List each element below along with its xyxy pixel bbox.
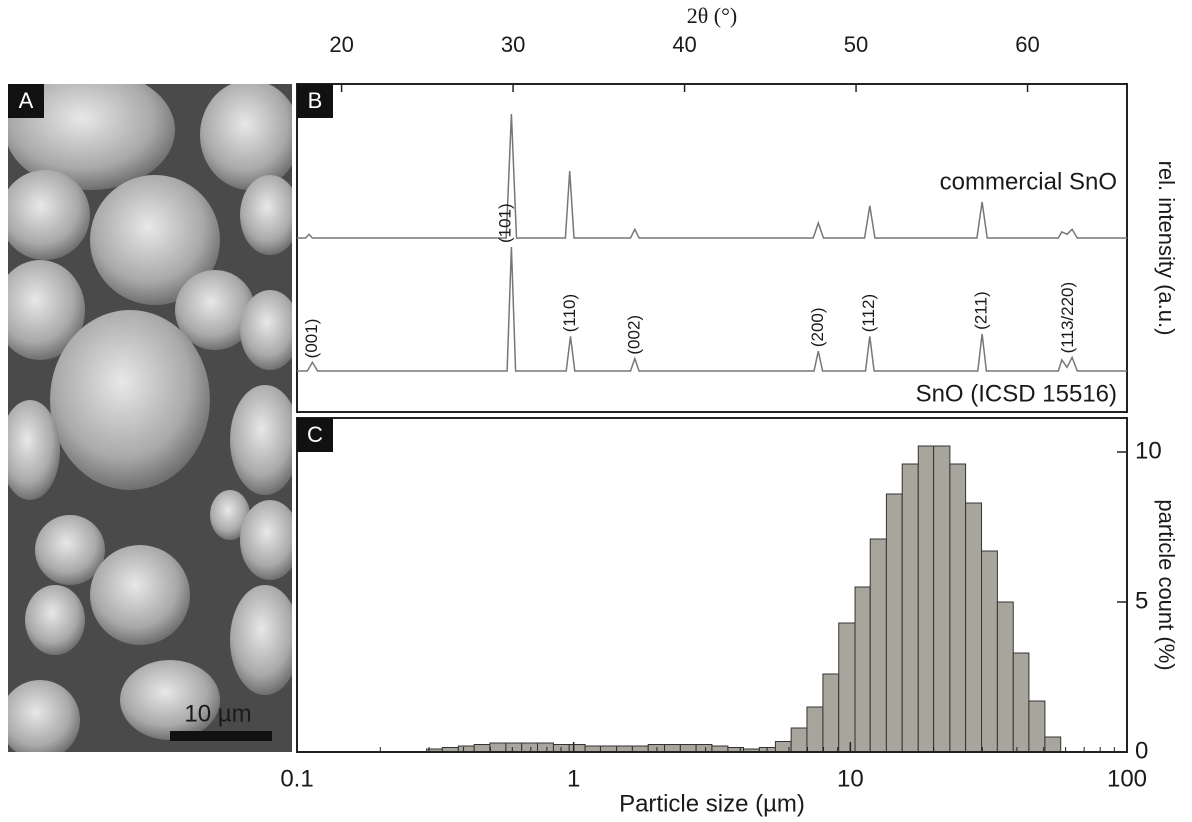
x-tick-label: 0.1 <box>280 765 313 792</box>
histogram-bar <box>886 494 902 752</box>
panel-label: B <box>308 88 323 113</box>
histogram-bar <box>1013 653 1029 752</box>
histogram-bar <box>823 674 839 752</box>
y-tick-label: 0 <box>1135 737 1148 764</box>
x-tick-label: 1 <box>567 765 580 792</box>
histogram-bar <box>522 743 538 752</box>
x-axis-title: 2θ (°) <box>687 3 738 28</box>
histogram-bar <box>665 745 681 753</box>
x-tick-label: 40 <box>672 32 696 57</box>
peak-label: (101) <box>496 203 515 243</box>
x-tick-label: 10 <box>837 765 864 792</box>
plot-frame <box>297 84 1127 412</box>
histogram-bar <box>569 745 585 753</box>
histogram-bar <box>950 464 966 752</box>
panel-label: A <box>19 88 34 113</box>
y-axis-title: rel. intensity (a.u.) <box>1154 161 1179 336</box>
peak-label: (112) <box>859 294 878 332</box>
peak-label: (002) <box>624 315 643 355</box>
peak-label: (200) <box>808 307 827 347</box>
histogram-bar <box>1045 737 1061 752</box>
peak-label: (113/220) <box>1058 282 1077 354</box>
histogram-bar <box>1029 701 1045 752</box>
x-tick-label: 30 <box>501 32 525 57</box>
figure: 10 µm A 20304050602θ (°)rel. intensity (… <box>0 0 1192 822</box>
y-axis-title: particle count (%) <box>1154 499 1179 670</box>
xrd-line <box>297 247 1127 371</box>
histogram-bar <box>839 623 855 752</box>
histogram-bar <box>537 743 553 752</box>
histogram-bar <box>490 743 506 752</box>
histogram-bar <box>648 745 664 753</box>
histogram-bar <box>696 745 712 753</box>
histogram-bar <box>791 728 807 752</box>
scale-bar-label: 10 µm <box>184 700 251 727</box>
histogram-bar <box>474 745 490 753</box>
histogram-bar <box>982 551 998 752</box>
peak-label: (001) <box>302 319 321 359</box>
histogram-bar <box>870 539 886 752</box>
histogram-bar <box>918 446 933 752</box>
histogram-bar <box>680 745 696 753</box>
histogram-bar <box>934 446 950 752</box>
y-tick-label: 5 <box>1135 587 1148 614</box>
x-tick-label: 50 <box>844 32 868 57</box>
histogram-bar <box>807 707 823 752</box>
x-tick-label: 20 <box>329 32 353 57</box>
peak-label: (110) <box>560 294 579 332</box>
histogram-bar <box>997 602 1013 752</box>
sem-image: 10 µm A <box>0 70 300 760</box>
histogram-bar <box>966 503 982 752</box>
histogram-bar <box>855 587 870 752</box>
series-label: SnO (ICSD 15516) <box>916 380 1117 407</box>
peak-label: (211) <box>972 291 991 329</box>
panel-label: C <box>307 422 323 447</box>
x-axis-title: Particle size (µm) <box>619 790 805 817</box>
x-tick-label: 100 <box>1107 765 1147 792</box>
histogram-bar <box>902 464 918 752</box>
series-label: commercial SnO <box>940 168 1117 195</box>
y-tick-label: 10 <box>1135 437 1162 464</box>
x-tick-label: 60 <box>1015 32 1039 57</box>
histogram-bar <box>506 743 522 752</box>
